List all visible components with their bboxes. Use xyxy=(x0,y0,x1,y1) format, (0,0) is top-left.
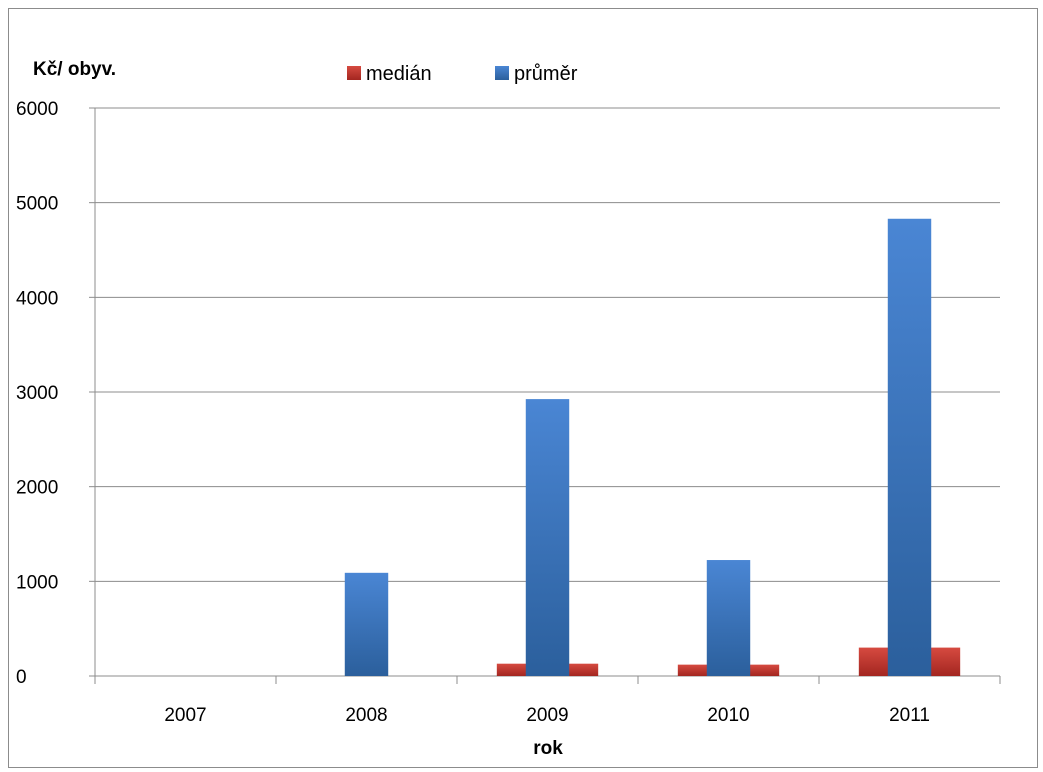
legend-swatch-0 xyxy=(347,66,361,80)
y-tick-label: 6000 xyxy=(16,99,58,120)
y-tick-label: 0 xyxy=(16,667,27,688)
x-tick-label: 2009 xyxy=(526,705,568,726)
legend: medián průměr xyxy=(347,63,578,85)
y-tick-label: 2000 xyxy=(16,478,58,499)
x-tick-label: 2011 xyxy=(889,705,930,726)
y-tick-label: 5000 xyxy=(16,194,58,215)
y-tick-label: 1000 xyxy=(16,572,58,593)
gridlines xyxy=(95,107,1000,582)
bar-mean-2011 xyxy=(887,218,932,676)
x-tick-label: 2010 xyxy=(707,705,749,726)
legend-entry-1: průměr xyxy=(514,63,578,85)
bar-mean-2010 xyxy=(706,560,751,676)
chart-frame xyxy=(8,8,1038,768)
x-axis-label: rok xyxy=(533,738,563,759)
y-axis-label: Kč/ obyv. xyxy=(33,59,116,80)
bars xyxy=(344,218,961,676)
bar-mean-2009 xyxy=(525,399,570,676)
tick-labels: 0 1000 2000 3000 4000 5000 6000 2007 2008 2009 201… xyxy=(16,99,930,726)
y-tick-label: 3000 xyxy=(16,383,58,404)
legend-swatch-1 xyxy=(495,66,509,80)
y-tick-label: 4000 xyxy=(16,288,58,309)
x-tick-label: 2008 xyxy=(345,705,387,726)
bar-mean-2008 xyxy=(344,572,389,676)
x-tick-label: 2007 xyxy=(164,705,206,726)
legend-entry-0: medián xyxy=(366,63,432,85)
